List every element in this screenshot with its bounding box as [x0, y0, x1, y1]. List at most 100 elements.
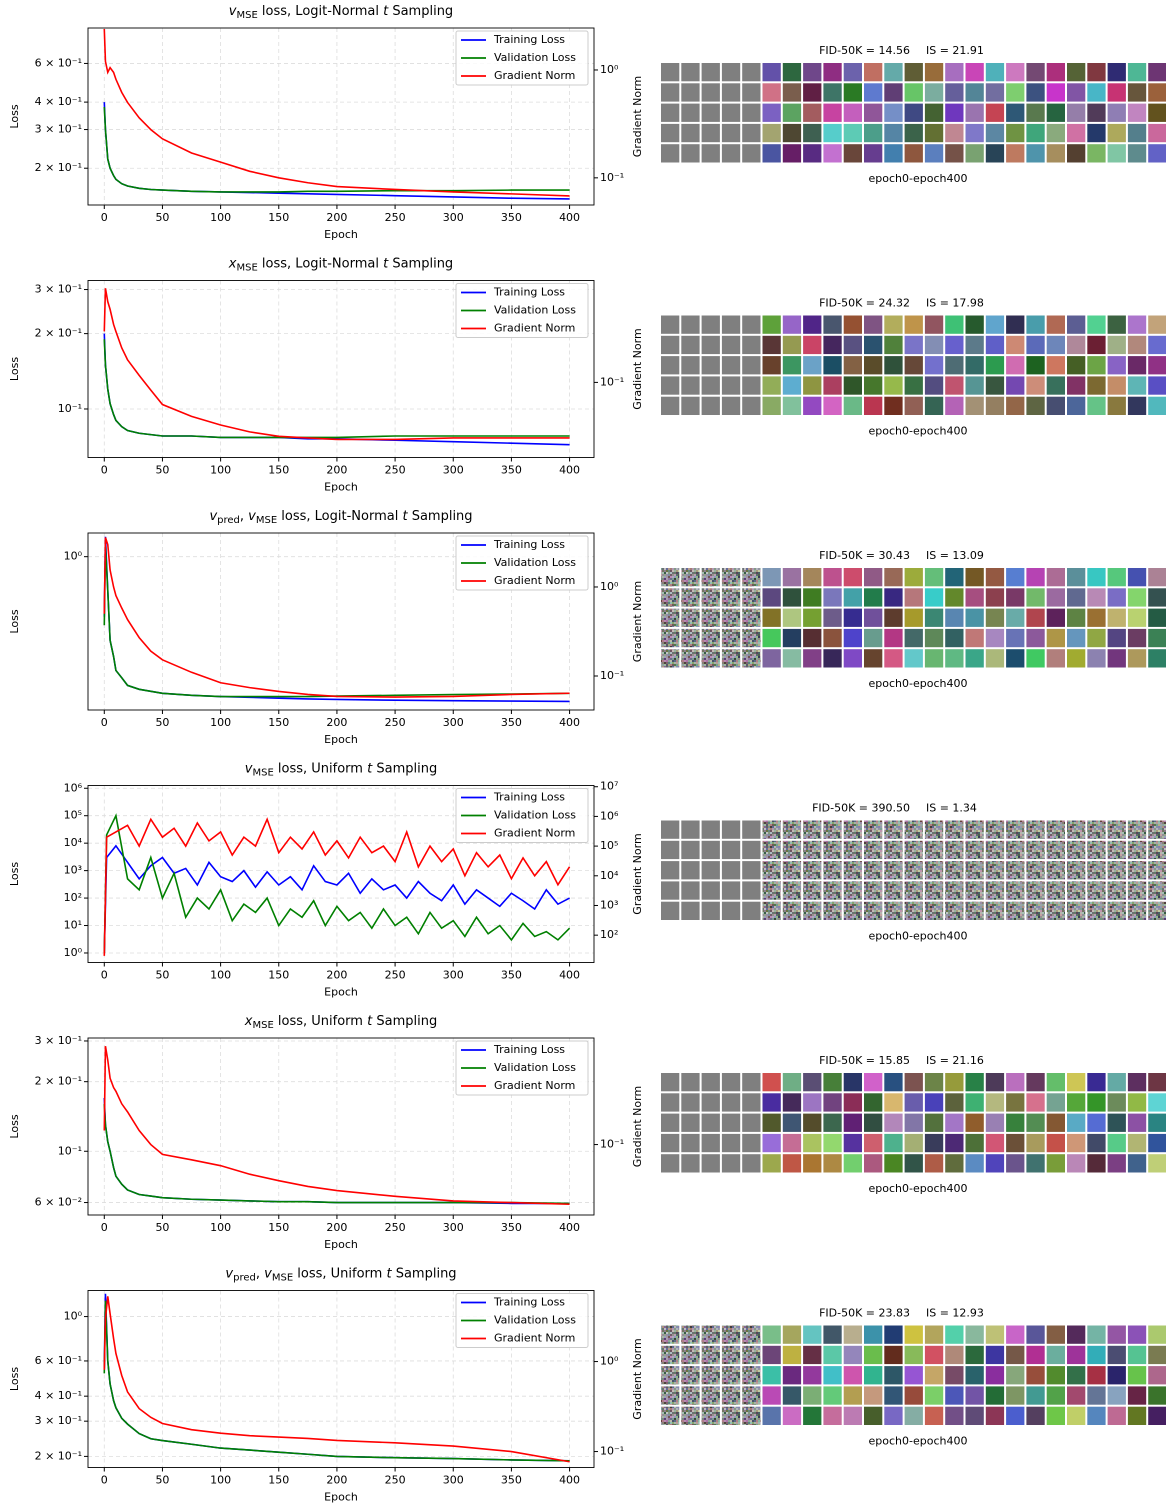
thumbnail [844, 63, 862, 81]
thumbnail [1067, 144, 1085, 162]
thumbnail [864, 1407, 882, 1425]
thumbnail [823, 1154, 841, 1172]
thumbnail [823, 841, 841, 859]
title-part: loss, Logit-Normal [277, 509, 402, 524]
thumbnail [1026, 1073, 1044, 1091]
thumbnail [986, 609, 1004, 627]
thumbnail [864, 83, 882, 101]
thumbnail [702, 83, 720, 101]
thumbnail [1006, 397, 1024, 415]
thumbnail [702, 821, 720, 839]
thumbnail [864, 821, 882, 839]
y2-tick-label: 10⁶ [600, 809, 619, 822]
thumbnail [1148, 104, 1166, 122]
thumbnail [844, 144, 862, 162]
thumbnail [1047, 336, 1065, 354]
thumbnail [661, 609, 679, 627]
thumbnail [742, 1093, 760, 1111]
thumbnail [1006, 124, 1024, 142]
thumbnail [1148, 821, 1166, 839]
thumbnail [1006, 649, 1024, 667]
thumbnail [742, 609, 760, 627]
thumbnail [945, 841, 963, 859]
thumbnail [1087, 629, 1105, 647]
thumbnail [702, 881, 720, 899]
title-part: Sampling [392, 1266, 457, 1281]
x-tick-label: 200 [326, 211, 347, 224]
thumbnail [1087, 63, 1105, 81]
thumbnail [966, 1073, 984, 1091]
thumbnail [1087, 902, 1105, 920]
thumbnail [905, 63, 923, 81]
thumbnail [783, 1366, 801, 1384]
thumbnail [966, 397, 984, 415]
thumbnail [722, 336, 740, 354]
thumbnail [905, 1326, 923, 1344]
thumbnail [1026, 356, 1044, 374]
thumbnail [702, 144, 720, 162]
thumbnail [763, 609, 781, 627]
y2-tick-label: 10⁰ [600, 580, 619, 593]
thumbnail [783, 861, 801, 879]
thumbnail [905, 568, 923, 586]
x-tick-label: 100 [210, 464, 231, 477]
thumbnail [966, 124, 984, 142]
x-tick-label: 400 [559, 716, 580, 729]
thumbnail [1128, 1407, 1146, 1425]
thumbnail [864, 63, 882, 81]
thumbnail [722, 1407, 740, 1425]
thumbnail [925, 841, 943, 859]
thumbnail [702, 1093, 720, 1111]
chart-title: vMSE loss, Logit-Normal t Sampling [229, 4, 453, 22]
thumbnail [722, 649, 740, 667]
thumbnail [722, 902, 740, 920]
fid-label: FID-50K = 23.83 [819, 1307, 910, 1320]
thumbnail [1047, 1114, 1065, 1132]
thumbnail [1047, 902, 1065, 920]
thumbnail [1087, 881, 1105, 899]
y-tick-label: 6 × 10⁻¹ [35, 1354, 82, 1367]
thumbnail [966, 83, 984, 101]
y2-tick-label: 10⁻¹ [600, 1445, 624, 1458]
x-tick-label: 0 [101, 969, 108, 982]
title-part: Sampling [388, 4, 453, 19]
thumbnail [681, 649, 699, 667]
thumbnail [1128, 83, 1146, 101]
thumbnail [681, 1114, 699, 1132]
thumbnail [1006, 629, 1024, 647]
thumbnail [1006, 1154, 1024, 1172]
thumbnail [925, 356, 943, 374]
thumbnail [966, 629, 984, 647]
thumbnail [925, 1366, 943, 1384]
thumbnail [783, 83, 801, 101]
thumbnail [1108, 104, 1126, 122]
thumbnail [742, 124, 760, 142]
thumbnail [742, 629, 760, 647]
title-part: , [256, 1266, 264, 1281]
legend-label: Training Loss [493, 286, 565, 299]
thumbnail [661, 104, 679, 122]
thumbnail [763, 588, 781, 606]
thumbnail [1047, 629, 1065, 647]
thumbnail [1047, 881, 1065, 899]
thumbnail [1067, 63, 1085, 81]
thumbnail [925, 881, 943, 899]
thumbnail [742, 1346, 760, 1364]
chart-title: xMSE loss, Logit-Normal t Sampling [228, 256, 453, 274]
x-tick-label: 400 [559, 464, 580, 477]
x-tick-label: 200 [326, 464, 347, 477]
thumbnail [742, 336, 760, 354]
thumbnail [763, 144, 781, 162]
thumbnail [986, 649, 1004, 667]
thumbnail [1128, 1346, 1146, 1364]
thumbnail [742, 83, 760, 101]
thumbnail [702, 861, 720, 879]
thumbnail [1006, 1073, 1024, 1091]
thumbnail [1087, 1326, 1105, 1344]
thumbnail [1108, 902, 1126, 920]
title-part: MSE [237, 263, 258, 274]
thumbnail [681, 588, 699, 606]
thumbnail [1128, 821, 1146, 839]
thumbnail [905, 861, 923, 879]
thumbnail [966, 1093, 984, 1111]
